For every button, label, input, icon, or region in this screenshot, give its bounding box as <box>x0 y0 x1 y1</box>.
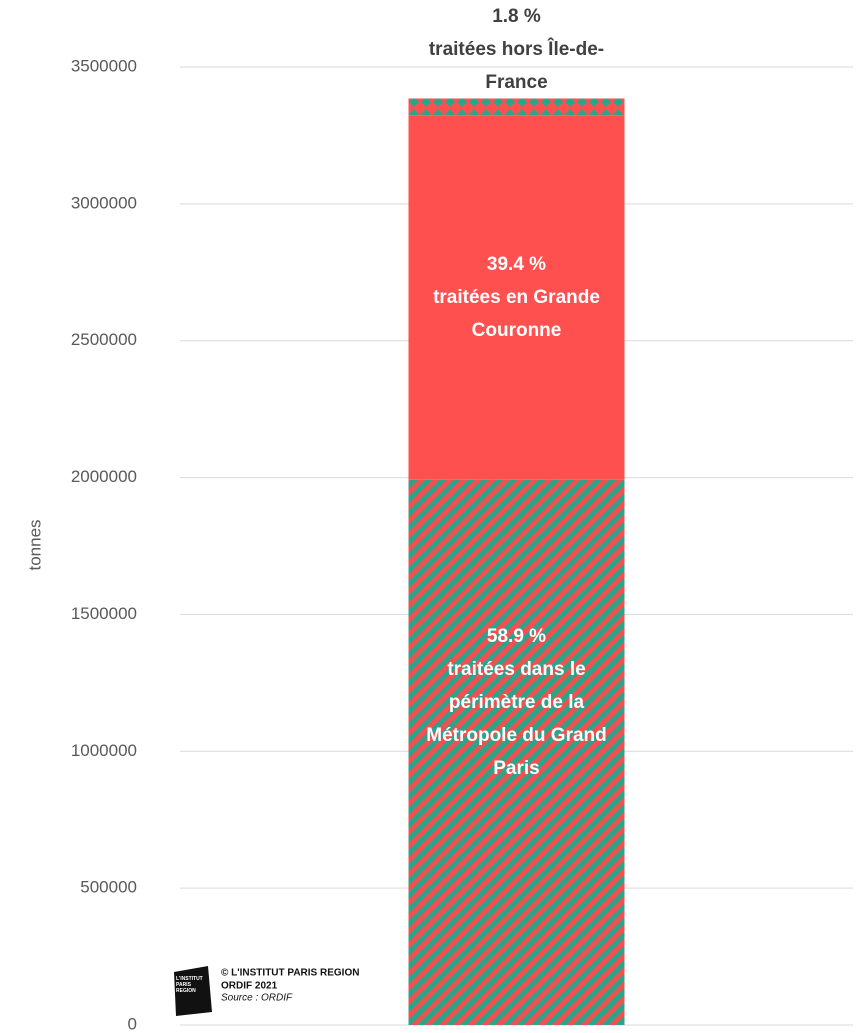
segment-label: 1.8 % traitées hors Île-de-France <box>417 0 617 99</box>
edition: ORDIF 2021 <box>221 981 278 992</box>
y-tick-label: 500000 <box>80 878 137 897</box>
y-tick-label: 3000000 <box>71 193 137 212</box>
segment-label-box: 1.8 % traitées hors Île-de-France <box>417 0 617 99</box>
logo: L'INSTITUT PARIS REGION © L'INSTITUT PAR… <box>174 966 359 1016</box>
bar-segment <box>408 98 625 116</box>
y-tick-label: 3500000 <box>71 56 137 75</box>
logo-text-box: L'INSTITUT PARIS REGION <box>176 976 203 994</box>
bar-segment <box>408 479 625 1026</box>
segment-label: 39.4 % traitées en Grande Couronne <box>417 248 617 347</box>
segment-label: 58.9 % traitées dans le périmètre de la M… <box>417 620 617 785</box>
y-axis-label: tonnes <box>25 519 44 570</box>
y-tick-label: 1500000 <box>71 604 137 623</box>
segment-share: 39.4 % <box>486 253 547 275</box>
segment-name: traitées hors Île-de-France <box>428 39 605 93</box>
logo-box <box>174 966 212 1016</box>
y-tick-label: 0 <box>128 1014 137 1033</box>
logo-text: L'INSTITUT PARIS REGION <box>176 976 203 994</box>
segment-label-box: 58.9 % traitées dans le périmètre de la M… <box>417 620 617 785</box>
segment-name: traitées dans le périmètre de la Métropo… <box>426 658 607 779</box>
segment-share: 58.9 % <box>486 625 547 647</box>
source: Source : ORDIF <box>221 993 293 1004</box>
segment-name: traitées en Grande Couronne <box>433 286 600 341</box>
y-tick-label: 1000000 <box>71 741 137 760</box>
segment-share: 1.8 % <box>492 6 541 27</box>
bar-segment <box>408 115 625 480</box>
y-tick-label: 2500000 <box>71 330 137 349</box>
y-tick-label: 2000000 <box>71 467 137 486</box>
credit: © L'INSTITUT PARIS REGION <box>221 968 359 979</box>
segment-label-box: 39.4 % traitées en Grande Couronne <box>417 248 617 347</box>
